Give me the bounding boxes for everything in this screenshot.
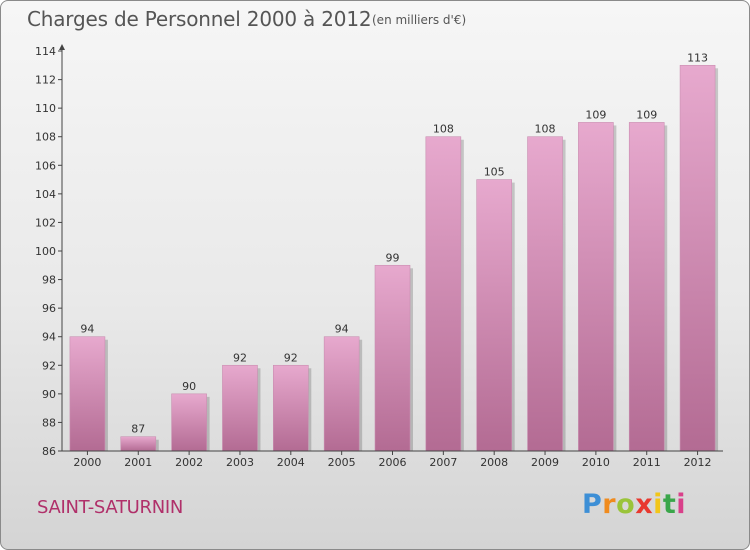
x-tick-label: 2004: [277, 456, 305, 469]
bar-value-label: 87: [131, 423, 145, 436]
y-tick-label: 112: [35, 74, 56, 87]
bar: [374, 264, 411, 452]
bar-value-label: 108: [535, 123, 556, 136]
y-tick-label: 88: [42, 416, 56, 429]
bar: [171, 393, 207, 452]
bar-group: 90: [171, 380, 210, 452]
bar: [476, 179, 512, 452]
bars: 94 87 90 92 92 94 99 108 105 108 109 109 113: [69, 51, 719, 452]
x-tick-label: 2001: [124, 456, 152, 469]
proxiti-logo[interactable]: Proxiti: [582, 489, 687, 520]
bar-group: 108: [425, 123, 464, 452]
x-tick-label: 2010: [582, 456, 610, 469]
x-tick-label: 2011: [633, 456, 661, 469]
y-tick-label: 86: [42, 445, 56, 458]
x-tick-label: 2002: [175, 456, 203, 469]
y-tick-label: 114: [35, 45, 56, 58]
bar-group: 92: [222, 351, 261, 452]
bar-group: 109: [578, 108, 617, 452]
bar-value-label: 94: [80, 323, 94, 336]
y-tick-label: 92: [42, 359, 56, 372]
bar: [273, 364, 309, 452]
bar-group: 94: [69, 323, 108, 452]
bar-value-label: 109: [585, 108, 606, 121]
bar-value-label: 92: [233, 351, 247, 364]
bar-group: 113: [679, 51, 719, 452]
y-tick-label: 106: [35, 159, 56, 172]
y-axis: 86 88 90 92 94 96 98 100 102 104 106 108 110 112 114: [35, 44, 65, 458]
y-tick-label: 96: [42, 302, 56, 315]
y-tick-label: 100: [35, 245, 56, 258]
bar-group: 108: [527, 123, 566, 452]
bar: [527, 136, 563, 452]
bar-group: 94: [323, 323, 363, 452]
chart-title: Charges de Personnel 2000 à 2012: [27, 7, 372, 31]
bar: [628, 122, 665, 452]
bar: [222, 364, 258, 452]
y-tick-label: 94: [42, 331, 56, 344]
y-tick-label: 110: [35, 102, 56, 115]
city-name: SAINT-SATURNIN: [37, 497, 184, 518]
bar-value-label: 99: [386, 251, 400, 264]
bar-group: 109: [628, 108, 668, 452]
bar-value-label: 90: [182, 380, 196, 393]
x-tick-label: 2003: [226, 456, 254, 469]
bar: [679, 64, 716, 452]
bar-value-label: 94: [335, 323, 349, 336]
y-tick-label: 108: [35, 131, 56, 144]
x-axis: 2000 2001 2002 2003 2004 2005 2006 2007 2008 2009…: [62, 450, 723, 469]
bar: [69, 336, 106, 452]
chart-subtitle: (en milliers d'€): [372, 13, 467, 27]
bar-group: 92: [273, 351, 312, 452]
x-tick-label: 2000: [73, 456, 101, 469]
x-tick-label: 2005: [328, 456, 356, 469]
y-tick-label: 90: [42, 388, 56, 401]
y-tick-label: 98: [42, 274, 56, 287]
x-tick-label: 2007: [429, 456, 457, 469]
bar-value-label: 109: [636, 108, 657, 121]
bar: [323, 336, 360, 452]
bar: [578, 122, 614, 452]
x-tick-label: 2009: [531, 456, 559, 469]
bar-value-label: 108: [433, 123, 454, 136]
bar-value-label: 105: [484, 166, 505, 179]
y-axis-arrow-icon: [59, 44, 65, 50]
x-tick-label: 2012: [684, 456, 712, 469]
x-tick-label: 2008: [480, 456, 508, 469]
bar-group: 87: [120, 423, 159, 452]
x-tick-label: 2006: [379, 456, 407, 469]
bar-group: 99: [374, 251, 413, 452]
bar-value-label: 92: [284, 351, 298, 364]
y-tick-label: 104: [35, 188, 56, 201]
bar: [425, 136, 462, 452]
bar-value-label: 113: [687, 51, 708, 64]
bar: [120, 436, 157, 452]
y-tick-label: 102: [35, 216, 56, 229]
bar-group: 105: [476, 166, 515, 452]
